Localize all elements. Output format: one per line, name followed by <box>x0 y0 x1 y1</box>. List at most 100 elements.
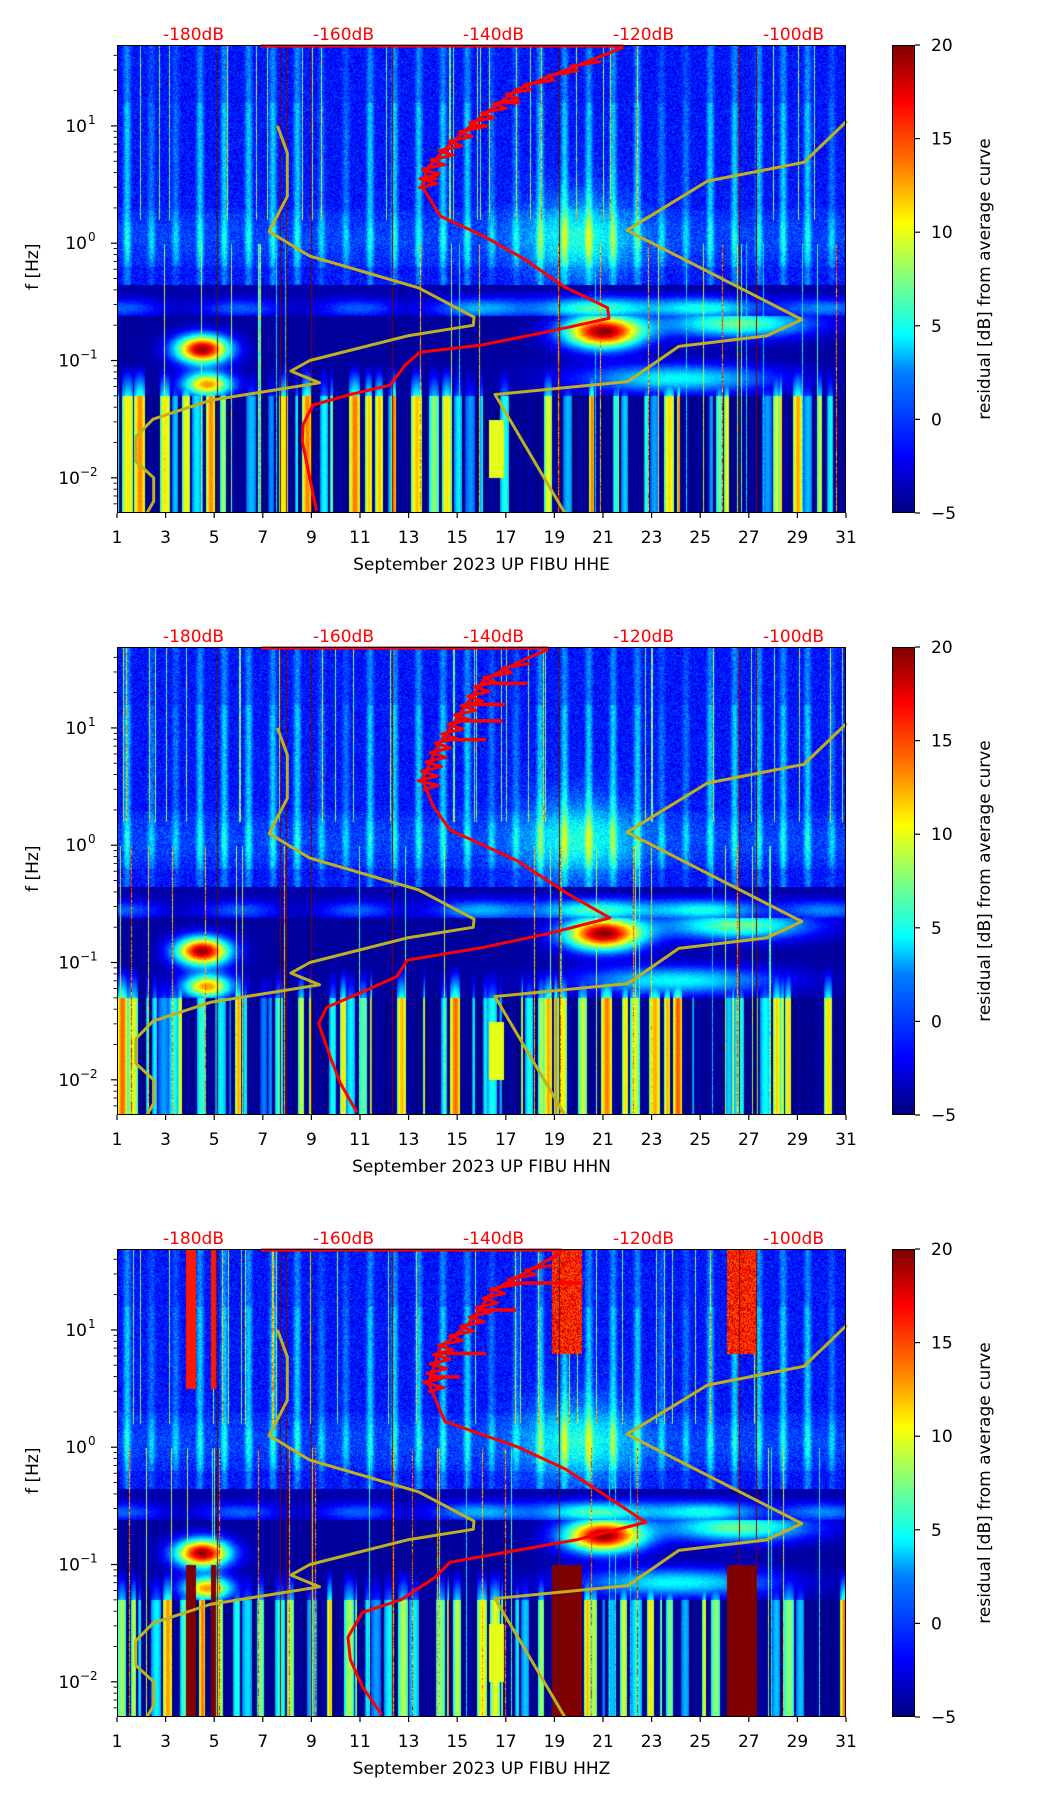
x-tick-label: 3 <box>160 1732 171 1752</box>
y-tick-label: 10 <box>58 352 80 372</box>
x-tick-label: 7 <box>257 1732 268 1752</box>
x-axis-label: September 2023 UP FIBU HHN <box>352 1157 611 1177</box>
top-db-tick-label: -120dB <box>613 25 674 45</box>
x-tick-label: 11 <box>349 1130 371 1150</box>
x-tick-label: 1 <box>112 1732 123 1752</box>
y-axis-label: f [Hz] <box>23 1447 43 1493</box>
top-db-tick-label: -120dB <box>613 1229 674 1249</box>
y-tick-label: 10 <box>65 117 87 137</box>
x-tick-label: 15 <box>446 528 468 548</box>
low-noise-model-curve <box>134 1329 476 1718</box>
high-noise-model-curve <box>493 722 848 1116</box>
x-tick-label: 21 <box>592 1732 614 1752</box>
top-db-tick-label: -140dB <box>463 1229 524 1249</box>
y-tick-label: 10 <box>65 1438 87 1458</box>
x-tick-label: 9 <box>306 1732 317 1752</box>
y-tick-base: 10 <box>65 234 87 254</box>
x-tick-label: 9 <box>306 528 317 548</box>
y-tick-label: 10 <box>58 954 80 974</box>
x-tick-label: 31 <box>835 528 857 548</box>
y-tick-exponent: −2 <box>80 1669 98 1683</box>
y-tick-exponent: −2 <box>80 1067 98 1081</box>
plot-area <box>117 646 848 1116</box>
low-noise-model-curve <box>134 727 476 1116</box>
y-tick-exponent: 1 <box>88 715 96 729</box>
y-tick-exponent: 0 <box>88 230 96 244</box>
x-tick-label: 15 <box>446 1732 468 1752</box>
x-tick-label: 19 <box>544 1130 566 1150</box>
colorbar-tick-label: −5 <box>931 1106 956 1126</box>
top-db-tick-label: -160dB <box>313 627 374 647</box>
x-tick-label: 25 <box>689 528 711 548</box>
x-tick-label: 11 <box>349 528 371 548</box>
colorbar-tick-label: −5 <box>931 504 956 524</box>
average-curve-jitter <box>422 1263 553 1394</box>
y-tick-base: 10 <box>58 469 80 489</box>
y-tick-base: 10 <box>65 117 87 137</box>
y-tick-base: 10 <box>65 1438 87 1458</box>
x-tick-label: 21 <box>592 1130 614 1150</box>
y-tick-exponent: 1 <box>88 113 96 127</box>
y-tick-exponent: −1 <box>80 348 98 362</box>
colorbar <box>892 1249 915 1717</box>
top-db-tick-label: -100dB <box>763 25 824 45</box>
average-curve <box>317 647 612 1114</box>
colorbar-tick-label: 15 <box>931 1334 953 1354</box>
x-tick-label: 23 <box>641 1130 663 1150</box>
colorbar-tick-label: 10 <box>931 223 953 243</box>
top-db-tick-label: -180dB <box>163 25 224 45</box>
x-tick-label: 5 <box>209 1732 220 1752</box>
y-tick-exponent: −1 <box>80 950 98 964</box>
x-tick-label: 11 <box>349 1732 371 1752</box>
y-axis-label: f [Hz] <box>23 845 43 891</box>
y-tick-exponent: −1 <box>80 1552 98 1566</box>
colorbar-tick-label: 5 <box>931 919 942 939</box>
colorbar-tick-label: 10 <box>931 1427 953 1447</box>
x-tick-label: 7 <box>257 1130 268 1150</box>
y-tick-exponent: −2 <box>80 465 98 479</box>
x-tick-label: 29 <box>787 528 809 548</box>
x-tick-label: 3 <box>160 1130 171 1150</box>
colorbar-tick-label: 10 <box>931 825 953 845</box>
spectrogram-panel-hhz: 1 3 5 7 9 11 13 15 17 19 21 23 25 27 29 31 September 202… <box>0 1204 1052 1804</box>
average-curve-jitter <box>416 661 531 792</box>
x-tick-label: 27 <box>738 1130 760 1150</box>
x-axis-label: September 2023 UP FIBU HHZ <box>353 1759 611 1779</box>
spectrogram-panel-hhe: 1 3 5 7 9 11 13 15 17 19 21 23 25 27 29 31 September 202… <box>0 0 1052 600</box>
top-db-tick-label: -160dB <box>313 25 374 45</box>
top-db-tick-label: -180dB <box>163 627 224 647</box>
x-tick-label: 29 <box>787 1732 809 1752</box>
x-tick-label: 15 <box>446 1130 468 1150</box>
x-tick-label: 13 <box>398 1130 420 1150</box>
y-tick-label: 10 <box>65 1321 87 1341</box>
x-tick-label: 9 <box>306 1130 317 1150</box>
x-tick-label: 29 <box>787 1130 809 1150</box>
x-tick-label: 1 <box>112 1130 123 1150</box>
curves-overlay <box>134 646 848 1116</box>
y-tick-label: 10 <box>58 469 80 489</box>
x-tick-label: 31 <box>835 1732 857 1752</box>
average-curve <box>346 1251 648 1716</box>
y-tick-base: 10 <box>58 954 80 974</box>
x-tick-label: 19 <box>544 528 566 548</box>
x-tick-label: 19 <box>544 1732 566 1752</box>
y-tick-base: 10 <box>58 1071 80 1091</box>
y-tick-base: 10 <box>65 719 87 739</box>
colorbar <box>892 45 915 513</box>
x-tick-label: 21 <box>592 528 614 548</box>
spectrogram-panel-hhn: 1 3 5 7 9 11 13 15 17 19 21 23 25 27 29 31 September 202… <box>0 602 1052 1202</box>
top-db-tick-label: -140dB <box>463 627 524 647</box>
colorbar-tick-label: 15 <box>931 130 953 150</box>
top-db-tick-label: -140dB <box>463 25 524 45</box>
plot-area <box>117 1248 848 1718</box>
colorbar-tick-label: 20 <box>931 1240 953 1260</box>
top-db-tick-label: -100dB <box>763 1229 824 1249</box>
colorbar-tick-label: 0 <box>931 1012 942 1032</box>
colorbar-tick-label: −5 <box>931 1708 956 1728</box>
curves-overlay <box>134 44 848 514</box>
colorbar-tick-label: 5 <box>931 1521 942 1541</box>
x-tick-label: 13 <box>398 1732 420 1752</box>
curves-overlay <box>134 1248 848 1718</box>
